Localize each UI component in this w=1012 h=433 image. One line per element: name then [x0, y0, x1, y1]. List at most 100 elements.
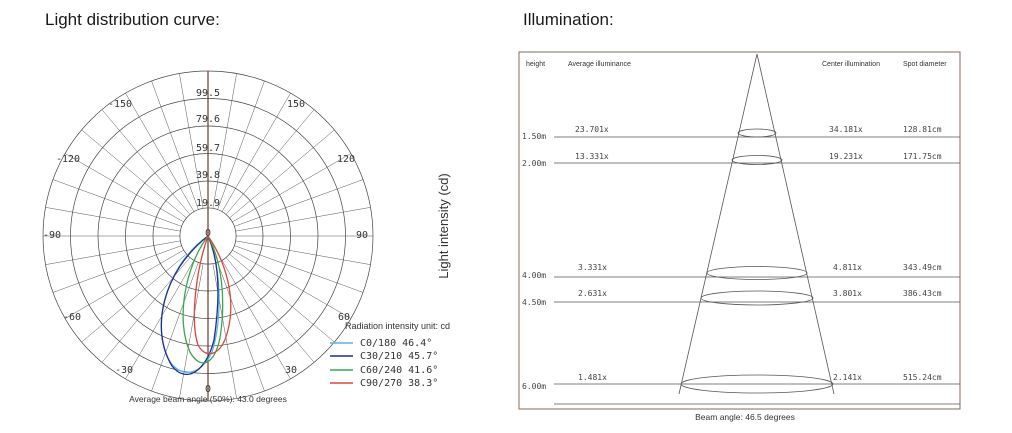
grid-spoke	[221, 92, 291, 212]
row-center: 4.811x	[833, 263, 862, 272]
row-height: 2.00m	[522, 159, 546, 168]
unit-note: Radiation intensity unit: cd	[345, 321, 450, 331]
row-spot: 515.24cm	[903, 373, 942, 382]
grid-spoke	[212, 263, 237, 399]
radial-value-label: 0	[205, 228, 211, 239]
row-average: 1.481x	[578, 373, 607, 382]
row-height: 4.00m	[522, 271, 546, 280]
grid-spoke	[64, 153, 184, 223]
row-spot: 343.49cm	[903, 263, 942, 272]
spot-ellipse	[737, 128, 777, 138]
grid-spoke	[81, 129, 187, 219]
radial-value-label: 99.5	[196, 88, 220, 99]
header-average-illuminance: Average illuminance	[568, 61, 631, 68]
radial-value-label: 19.9	[196, 198, 220, 209]
illum-row: 2.00m 13.331x 19.231x 171.75cm	[522, 152, 960, 168]
grid-spoke	[125, 260, 195, 380]
grid-spoke	[221, 260, 291, 380]
row-average: 2.631x	[578, 289, 607, 298]
grid-spoke	[225, 109, 315, 215]
angle-label: 90	[356, 230, 368, 241]
angle-label: 120	[337, 154, 355, 165]
illum-row: 4.00m 3.331x 4.811x 343.49cm	[522, 263, 960, 280]
spot-ellipse	[706, 266, 808, 280]
row-spot: 386.43cm	[903, 289, 942, 298]
angle-label: 150	[287, 99, 305, 110]
illumination-title: Illumination:	[523, 10, 614, 29]
row-average: 13.331x	[575, 152, 609, 161]
row-center: 34.181x	[829, 125, 863, 134]
grid-spoke	[235, 240, 371, 265]
angle-label: -150	[108, 99, 132, 110]
grid-spoke	[45, 240, 181, 265]
grid-spoke	[234, 179, 364, 227]
row-height: 4.50m	[522, 298, 546, 307]
cone-left-edge	[678, 53, 758, 395]
grid-spoke	[81, 253, 187, 343]
row-average: 3.331x	[578, 263, 607, 272]
grid-spoke	[212, 73, 237, 209]
header-height: height	[526, 61, 545, 68]
row-height: 6.00m	[522, 382, 546, 391]
cone-right-edge	[756, 53, 835, 395]
distribution-curve	[182, 234, 224, 364]
legend-label-c60: C60/240 41.6°	[360, 365, 438, 376]
grid-spoke	[229, 253, 335, 343]
grid-spoke	[125, 92, 195, 212]
angle-label: -120	[56, 154, 80, 165]
angle-label: -60	[63, 312, 81, 323]
legend-label-c90: C90/270 38.3°	[360, 378, 438, 389]
spot-ellipse	[731, 155, 783, 165]
row-spot: 171.75cm	[903, 152, 942, 161]
angle-label: 60	[338, 312, 350, 323]
grid-spoke	[225, 257, 315, 363]
grid-spoke	[217, 80, 265, 210]
grid-spoke	[52, 245, 182, 293]
angle-label: -90	[43, 230, 61, 241]
grid-spoke	[232, 153, 352, 223]
spot-ellipse	[680, 374, 834, 394]
header-center-illumination: Center illumination	[822, 61, 880, 68]
grid-spoke	[179, 263, 204, 399]
grid-spoke	[217, 262, 265, 392]
radial-value-label: 39.8	[196, 170, 220, 181]
grid-spoke	[151, 262, 199, 392]
header-spot-diameter: Spot diameter	[903, 61, 947, 68]
grid-spoke	[234, 245, 364, 293]
grid-spoke	[235, 207, 371, 232]
illum-row: 4.50m 2.631x 3.801x 386.43cm	[522, 289, 960, 307]
light-distribution-title: Light distribution curve:	[45, 10, 220, 29]
polar-labels: 99.5 79.6 59.7 39.8 19.9 0 -150 150 -120 120 -90 90…	[43, 88, 368, 395]
radial-value-label: 79.6	[196, 114, 220, 125]
grid-spoke	[151, 80, 199, 210]
grid-spoke	[179, 73, 204, 209]
grid-spoke	[45, 207, 181, 232]
polar-curves	[160, 234, 232, 376]
row-spot: 128.81cm	[903, 125, 942, 134]
legend-label-c0: C0/180 46.4°	[360, 338, 432, 349]
grid-spoke	[229, 129, 335, 219]
radial-value-label: 59.7	[196, 143, 220, 154]
grid-spoke	[52, 179, 182, 227]
legend: C0/180 46.4° C30/210 45.7° C60/240 41.6°…	[330, 338, 438, 389]
spot-ellipse	[700, 290, 814, 306]
grid-spoke	[101, 109, 191, 215]
row-average: 23.701x	[575, 125, 609, 134]
distribution-curve	[160, 234, 219, 376]
grid-spoke	[64, 249, 184, 319]
legend-label-c30: C30/210 45.7°	[360, 351, 438, 362]
grid-spoke	[232, 249, 352, 319]
distribution-curve	[193, 234, 232, 355]
y-axis-label: Light intensity (cd)	[436, 173, 451, 279]
illum-row: 6.00m 1.481x 2.141x 515.24cm	[522, 373, 960, 405]
polar-grid	[42, 70, 374, 402]
angle-label: -30	[115, 365, 133, 376]
row-center: 3.801x	[833, 289, 862, 298]
row-center: 2.141x	[833, 373, 862, 382]
beam-angle-footer: Average beam angle (50%): 43.0 degrees	[129, 394, 287, 404]
row-height: 1.50m	[522, 132, 546, 141]
angle-label: 30	[285, 365, 297, 376]
angle-label: 0	[205, 384, 211, 395]
